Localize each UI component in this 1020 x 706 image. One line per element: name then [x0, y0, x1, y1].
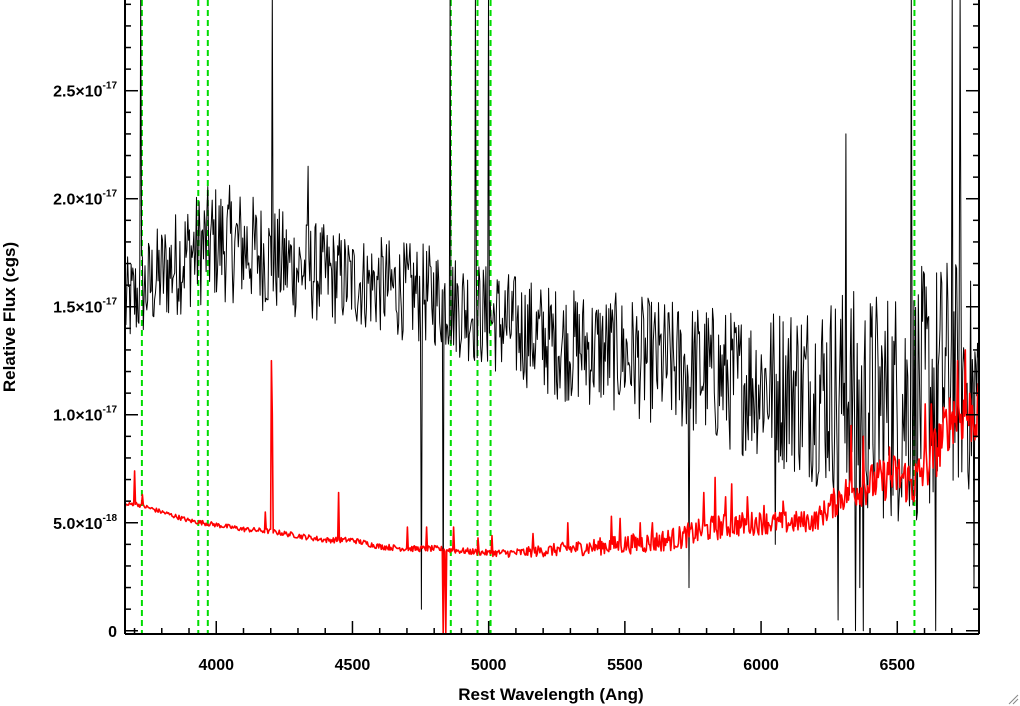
x-tick-label: 6000 [743, 657, 779, 674]
x-tick-label: 4000 [198, 657, 234, 674]
y-axis-label: Relative Flux (cgs) [0, 242, 19, 392]
y-tick-label: 1.0×10-17 [53, 405, 117, 425]
resize-grip-icon [1008, 694, 1019, 705]
x-tick-label: 4500 [335, 657, 371, 674]
y-tick-labels: 0 5.0×10-18 1.0×10-17 1.5×10-17 2.0×10-17 2.5… [53, 81, 117, 641]
x-tick-labels: 4000 4500 5000 5500 6000 6500 [198, 657, 915, 674]
observed-spectrum-line [125, 0, 979, 632]
spectrum-series-group [125, 0, 979, 634]
model-spectrum-line [125, 349, 979, 634]
y-tick-label: 2.5×10-17 [53, 81, 117, 101]
y-tick-label: 2.0×10-17 [53, 189, 117, 209]
x-tick-label: 5000 [471, 657, 507, 674]
x-tick-label: 6500 [879, 657, 915, 674]
y-tick-label: 1.5×10-17 [53, 297, 117, 317]
plot-axes [124, 0, 980, 635]
y-tick-label: 5.0×10-18 [53, 513, 117, 533]
y-tick-label: 0 [108, 624, 117, 641]
x-axis-label: Rest Wavelength (Ang) [458, 685, 643, 704]
x-tick-label: 5500 [607, 657, 643, 674]
